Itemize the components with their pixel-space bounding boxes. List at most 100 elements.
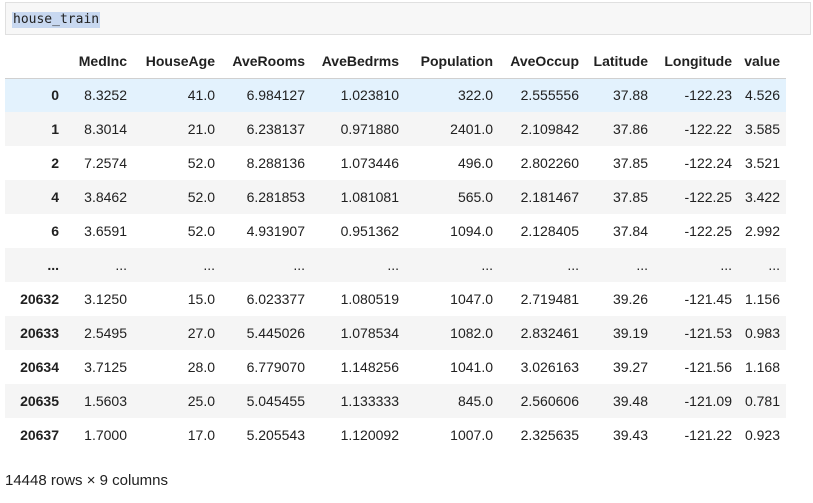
table-cell: 2.325635 — [520, 427, 579, 443]
table-cell: 52.0 — [187, 189, 215, 205]
table-cell: 2.109842 — [520, 121, 579, 137]
table-cell: 1.078534 — [340, 325, 399, 341]
table-cell: -122.25 — [684, 223, 732, 239]
row-index: 20637 — [20, 427, 59, 443]
table-cell: -122.24 — [684, 155, 732, 171]
table-cell: ... — [387, 257, 399, 273]
table-cell: 1.073446 — [340, 155, 399, 171]
table-row: 4 3.8462 52.0 6.281853 1.081081 565.0 2.181467… — [5, 180, 786, 214]
table-cell: 5.445026 — [246, 325, 305, 341]
header-row: MedInc HouseAge AveRooms AveBedrms Popul… — [5, 44, 786, 79]
row-index: 1 — [51, 121, 59, 137]
row-index: 20633 — [20, 325, 59, 341]
table-cell: 1.148256 — [340, 359, 399, 375]
table-cell: 8.3252 — [84, 87, 127, 104]
table-cell: ... — [203, 257, 215, 273]
table-cell: 3.6591 — [84, 223, 127, 239]
table-cell: 3.585 — [744, 121, 780, 137]
table-cell: ... — [481, 257, 493, 273]
table-cell: 39.43 — [612, 427, 648, 443]
code-text[interactable]: house_train — [12, 12, 101, 28]
table-cell: 1.5603 — [84, 393, 127, 409]
column-header: AveOccup — [499, 44, 585, 79]
table-cell: 52.0 — [187, 223, 215, 239]
table-cell: 1.7000 — [84, 427, 127, 443]
table-cell: 3.8462 — [84, 189, 127, 205]
table-cell: -121.22 — [684, 427, 732, 443]
table-cell: 2.555556 — [520, 87, 579, 104]
table-cell: 1.120092 — [340, 427, 399, 443]
table-cell: 1.023810 — [340, 87, 399, 104]
table-row: 20635 1.5603 25.0 5.045455 1.133333 845.0 2.56… — [5, 384, 786, 418]
table-cell: 2.560606 — [520, 393, 579, 409]
table-cell: -122.23 — [684, 87, 732, 104]
dataframe-summary: 14448 rows × 9 columns — [5, 472, 169, 489]
table-cell: -121.45 — [684, 291, 732, 307]
table-cell: 0.781 — [744, 393, 780, 409]
table-cell: 15.0 — [187, 291, 215, 307]
table-cell: 2.128405 — [520, 223, 579, 239]
table-cell: 37.84 — [612, 223, 648, 239]
table-cell: 2.719481 — [520, 291, 579, 307]
column-header: MedInc — [65, 44, 133, 79]
column-header: Longitude — [654, 44, 738, 79]
table-cell: 52.0 — [187, 155, 215, 171]
row-index: 0 — [51, 87, 59, 104]
table-cell: 3.1250 — [84, 291, 127, 307]
table-cell: 1.081081 — [340, 189, 399, 205]
table-cell: ... — [636, 257, 648, 273]
code-cell-input[interactable]: house_train — [5, 2, 811, 35]
table-cell: 845.0 — [457, 393, 493, 409]
table-cell: 3.422 — [744, 189, 780, 205]
table-row: 20632 3.1250 15.0 6.023377 1.080519 1047.0 2.7… — [5, 282, 786, 316]
table-cell: 39.48 — [612, 393, 648, 409]
column-header: Population — [405, 44, 499, 79]
table-cell: ... — [567, 257, 579, 273]
table-cell: 0.951362 — [340, 223, 399, 239]
table-cell: -121.53 — [684, 325, 732, 341]
table-cell: 2.5495 — [84, 325, 127, 341]
table-row: 1 8.3014 21.0 6.238137 0.971880 2401.0 2.10984… — [5, 112, 786, 146]
table-cell: 1082.0 — [450, 325, 493, 341]
row-index: 20634 — [20, 359, 59, 375]
table-cell: 6.779070 — [246, 359, 305, 375]
table-cell: 1041.0 — [450, 359, 493, 375]
table-cell: 565.0 — [457, 189, 493, 205]
index-header — [5, 44, 65, 79]
table-cell: 39.26 — [612, 291, 648, 307]
table-cell: 3.7125 — [84, 359, 127, 375]
table-cell: 0.983 — [744, 325, 780, 341]
table-cell: 1.133333 — [340, 393, 399, 409]
table-cell: 0.971880 — [340, 121, 399, 137]
table-cell: 7.2574 — [84, 155, 127, 171]
row-index: 20635 — [20, 393, 59, 409]
table-cell: 28.0 — [187, 359, 215, 375]
row-index: 6 — [51, 223, 59, 239]
table-cell: 6.281853 — [246, 189, 305, 205]
table-cell: 4.931907 — [246, 223, 305, 239]
table-row: 6 3.6591 52.0 4.931907 0.951362 1094.0 2.12840… — [5, 214, 786, 248]
column-header: Latitude — [585, 44, 654, 79]
table-cell: -122.22 — [684, 121, 732, 137]
table-cell: 37.88 — [612, 87, 648, 104]
table-cell: -121.09 — [684, 393, 732, 409]
table-cell: 41.0 — [187, 87, 215, 104]
table-cell: 21.0 — [187, 121, 215, 137]
table-cell: ... — [768, 257, 780, 273]
column-header: value — [738, 44, 786, 79]
table-cell: 3.521 — [744, 155, 780, 171]
table-row: 2 7.2574 52.0 8.288136 1.073446 496.0 2.802260… — [5, 146, 786, 180]
table-cell: 6.238137 — [246, 121, 305, 137]
table-cell: 1007.0 — [450, 427, 493, 443]
dataframe-table: MedInc HouseAge AveRooms AveBedrms Popul… — [5, 44, 786, 452]
table-cell: 8.3014 — [84, 121, 127, 137]
table-cell: 1094.0 — [450, 223, 493, 239]
table-cell: 2.181467 — [520, 189, 579, 205]
table-cell: 4.526 — [744, 87, 780, 104]
table-cell: 25.0 — [187, 393, 215, 409]
row-index: 20632 — [20, 291, 59, 307]
table-row: 20634 3.7125 28.0 6.779070 1.148256 1041.0 3.0… — [5, 350, 786, 384]
table-cell: 0.923 — [744, 427, 780, 443]
table-cell: 496.0 — [457, 155, 493, 171]
table-cell: 322.0 — [457, 87, 493, 104]
